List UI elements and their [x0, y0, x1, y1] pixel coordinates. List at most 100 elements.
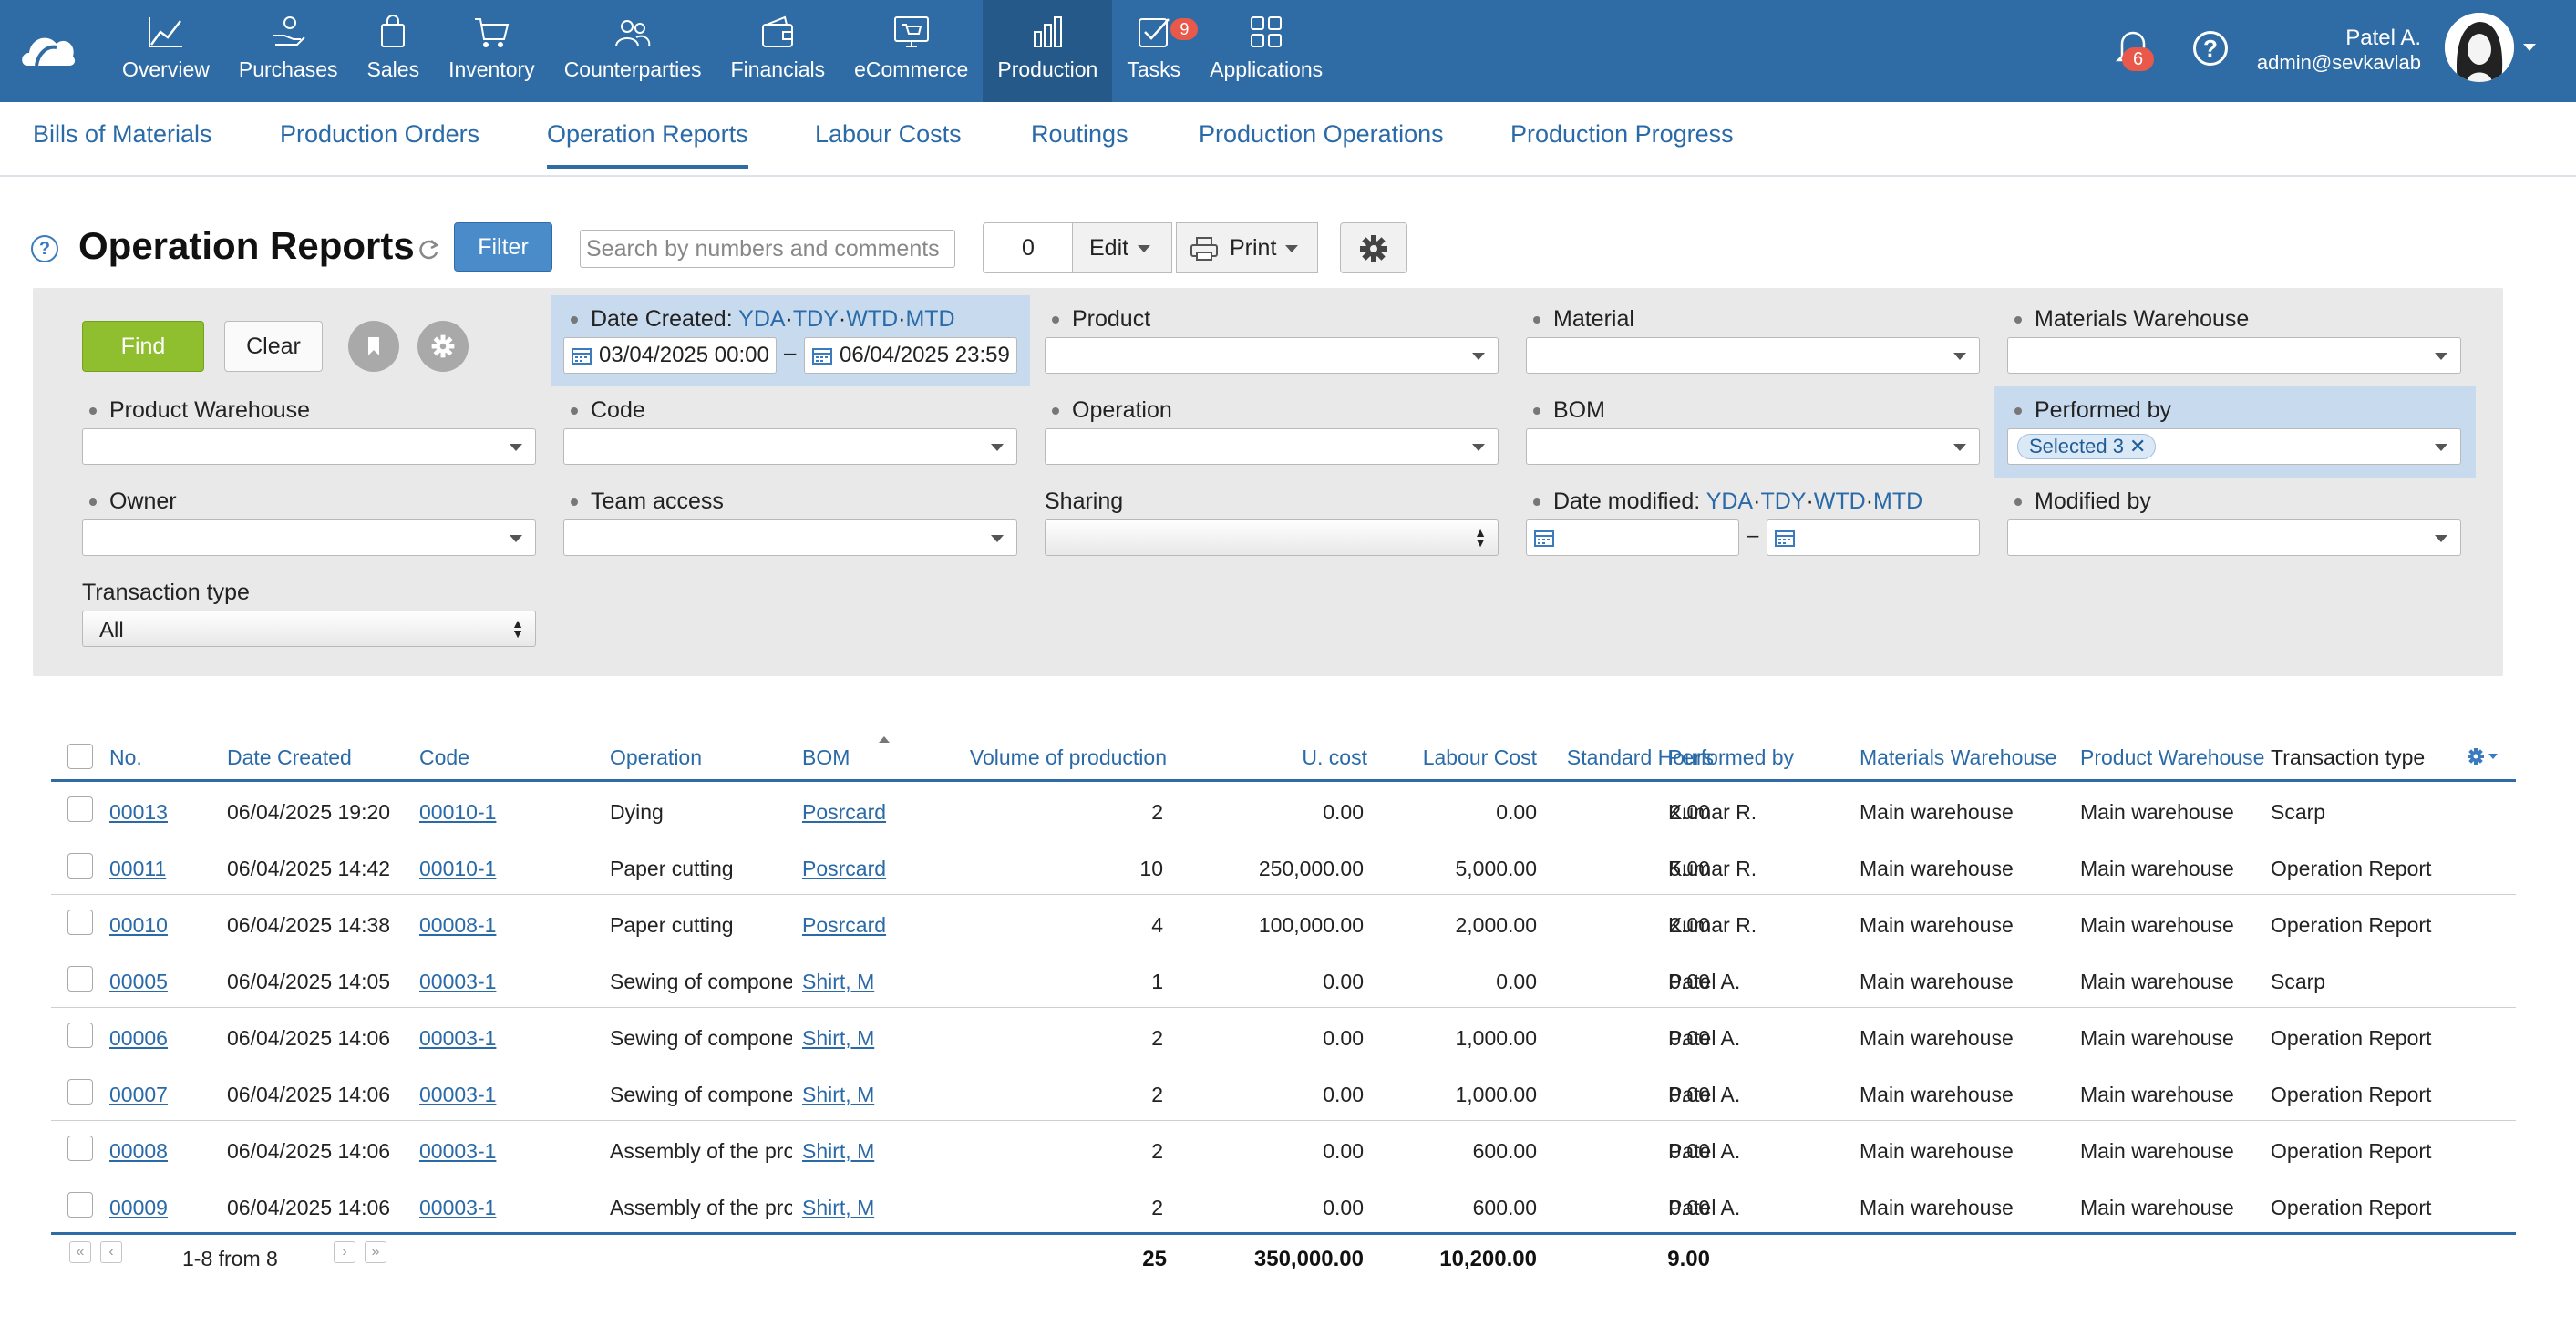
table-row[interactable]: 00010 06/04/2025 14:38 00008-1 Paper cuttin…: [51, 895, 2516, 951]
cell-code-text[interactable]: 00003-1: [419, 1026, 497, 1050]
subnav-routings[interactable]: Routings: [1031, 120, 1128, 148]
date-modified-shortcut-tdy[interactable]: TDY: [1760, 488, 1807, 514]
product-select[interactable]: [1045, 337, 1499, 374]
date-shortcut-mtd[interactable]: MTD: [905, 306, 955, 332]
date-modified-shortcut-mtd[interactable]: MTD: [1873, 488, 1923, 514]
date-modified-shortcut-wtd[interactable]: WTD: [1813, 488, 1866, 514]
nav-ecommerce[interactable]: eCommerce: [840, 0, 983, 102]
cell-code[interactable]: 00010-1: [419, 800, 602, 825]
date-shortcut-tdy[interactable]: TDY: [792, 306, 839, 332]
cell-bom[interactable]: Shirt, M: [802, 1026, 939, 1051]
date-created-from-input[interactable]: 03/04/2025 00:00: [563, 337, 777, 374]
cell-no[interactable]: 00008: [109, 1139, 210, 1164]
next-page-button[interactable]: ›: [334, 1241, 355, 1263]
cell-bom[interactable]: Posrcard: [802, 800, 939, 825]
user-name[interactable]: Patel A.: [2345, 26, 2421, 50]
nav-overview[interactable]: Overview: [108, 0, 224, 102]
settings-button[interactable]: [1340, 222, 1407, 273]
cell-no-text[interactable]: 00005: [109, 970, 168, 993]
owner-select[interactable]: [82, 519, 536, 556]
date-shortcut-wtd[interactable]: WTD: [846, 306, 899, 332]
cell-bom[interactable]: Shirt, M: [802, 1196, 939, 1220]
team-access-select[interactable]: [563, 519, 1017, 556]
column-header-performed-by[interactable]: Performed by: [1668, 745, 1795, 769]
cell-no[interactable]: 00011: [109, 857, 210, 881]
cell-bom-text[interactable]: Shirt, M: [802, 1026, 875, 1050]
cell-bom-text[interactable]: Shirt, M: [802, 1139, 875, 1163]
column-header-labour-cost[interactable]: Labour Cost: [1422, 745, 1537, 769]
code-select[interactable]: [563, 428, 1017, 465]
nav-counterparties[interactable]: Counterparties: [550, 0, 716, 102]
operation-select[interactable]: [1045, 428, 1499, 465]
material-select[interactable]: [1526, 337, 1980, 374]
cell-no[interactable]: 00007: [109, 1083, 210, 1107]
last-page-button[interactable]: »: [365, 1241, 386, 1263]
subnav-production-orders[interactable]: Production Orders: [280, 120, 480, 148]
date-shortcut-yda[interactable]: YDA: [738, 306, 786, 332]
clear-button[interactable]: Clear: [224, 321, 323, 372]
row-checkbox[interactable]: [67, 910, 93, 935]
cell-bom[interactable]: Posrcard: [802, 913, 939, 938]
cell-code-text[interactable]: 00010-1: [419, 800, 497, 824]
cell-no-text[interactable]: 00011: [109, 857, 167, 880]
cell-bom[interactable]: Shirt, M: [802, 1083, 939, 1107]
cell-code-text[interactable]: 00008-1: [419, 913, 497, 937]
cell-code-text[interactable]: 00010-1: [419, 857, 497, 880]
cell-no[interactable]: 00010: [109, 913, 210, 938]
cell-code[interactable]: 00003-1: [419, 1026, 602, 1051]
row-checkbox[interactable]: [67, 1136, 93, 1161]
table-row[interactable]: 00005 06/04/2025 14:05 00003-1 Sewing of co…: [51, 951, 2516, 1008]
find-button[interactable]: Find: [82, 321, 204, 372]
column-header-materials-warehouse[interactable]: Materials Warehouse: [1860, 745, 2057, 769]
nav-inventory[interactable]: Inventory: [434, 0, 550, 102]
cell-code[interactable]: 00010-1: [419, 857, 602, 881]
cell-bom-text[interactable]: Posrcard: [802, 857, 887, 880]
bom-select[interactable]: [1526, 428, 1980, 465]
cell-code[interactable]: 00003-1: [419, 1196, 602, 1220]
transaction-type-select[interactable]: All ▲ ▼: [82, 611, 536, 647]
column-header-date-created[interactable]: Date Created: [227, 745, 352, 769]
nav-tasks[interactable]: 9 Tasks: [1112, 0, 1199, 102]
column-header-bom[interactable]: BOM: [802, 745, 850, 769]
cell-code[interactable]: 00003-1: [419, 1139, 602, 1164]
cell-code[interactable]: 00008-1: [419, 913, 602, 938]
materials-warehouse-select[interactable]: [2007, 337, 2461, 374]
column-header-standard-hours[interactable]: Standard Hours: [1566, 745, 1714, 769]
select-all-checkbox[interactable]: [67, 744, 93, 769]
cell-code-text[interactable]: 00003-1: [419, 970, 497, 993]
row-checkbox[interactable]: [67, 1079, 93, 1105]
cell-no[interactable]: 00013: [109, 800, 210, 825]
cell-bom-text[interactable]: Shirt, M: [802, 970, 875, 993]
modified-by-select[interactable]: [2007, 519, 2461, 556]
search-input[interactable]: [580, 230, 955, 268]
date-modified-shortcut-yda[interactable]: YDA: [1705, 488, 1754, 514]
previous-page-button[interactable]: ‹: [100, 1241, 122, 1263]
app-logo-icon[interactable]: [20, 26, 77, 71]
cell-bom-text[interactable]: Shirt, M: [802, 1196, 875, 1219]
performed-by-select[interactable]: Selected 3 ✕: [2007, 428, 2461, 465]
table-row[interactable]: 00009 06/04/2025 14:06 00003-1 Assembly of …: [51, 1177, 2516, 1234]
column-header-code[interactable]: Code: [419, 745, 469, 769]
cell-code-text[interactable]: 00003-1: [419, 1196, 497, 1219]
cell-code[interactable]: 00003-1: [419, 1083, 602, 1107]
row-checkbox[interactable]: [67, 796, 93, 822]
table-row[interactable]: 00006 06/04/2025 14:06 00003-1 Sewing of co…: [51, 1008, 2516, 1064]
cell-no-text[interactable]: 00009: [109, 1196, 168, 1219]
cell-no[interactable]: 00009: [109, 1196, 210, 1220]
date-created-to-input[interactable]: 06/04/2025 23:59: [804, 337, 1017, 374]
subnav-production-progress[interactable]: Production Progress: [1510, 120, 1734, 148]
subnav-operation-reports[interactable]: Operation Reports: [547, 120, 748, 169]
subnav-bills-of-materials[interactable]: Bills of Materials: [33, 120, 212, 148]
user-menu-chevron-down-icon[interactable]: [2523, 44, 2536, 51]
cell-bom[interactable]: Posrcard: [802, 857, 939, 881]
sharing-select[interactable]: ▲ ▼: [1045, 519, 1499, 556]
cell-no[interactable]: 00006: [109, 1026, 210, 1051]
date-modified-from-input[interactable]: [1526, 519, 1739, 556]
cell-no-text[interactable]: 00008: [109, 1139, 168, 1163]
remove-chip-close-icon[interactable]: ✕: [2128, 435, 2147, 457]
subnav-labour-costs[interactable]: Labour Costs: [815, 120, 962, 148]
refresh-icon[interactable]: [416, 237, 441, 262]
cell-no-text[interactable]: 00010: [109, 913, 168, 937]
nav-purchases[interactable]: Purchases: [224, 0, 353, 102]
page-help-icon[interactable]: ?: [31, 235, 58, 262]
